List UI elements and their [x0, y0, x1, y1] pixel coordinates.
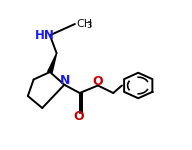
Text: 3: 3 — [86, 21, 91, 30]
Text: O: O — [73, 110, 84, 123]
Text: O: O — [93, 75, 103, 88]
Text: N: N — [60, 75, 70, 87]
Polygon shape — [48, 53, 57, 72]
Text: CH: CH — [77, 19, 93, 29]
Text: HN: HN — [35, 29, 55, 42]
